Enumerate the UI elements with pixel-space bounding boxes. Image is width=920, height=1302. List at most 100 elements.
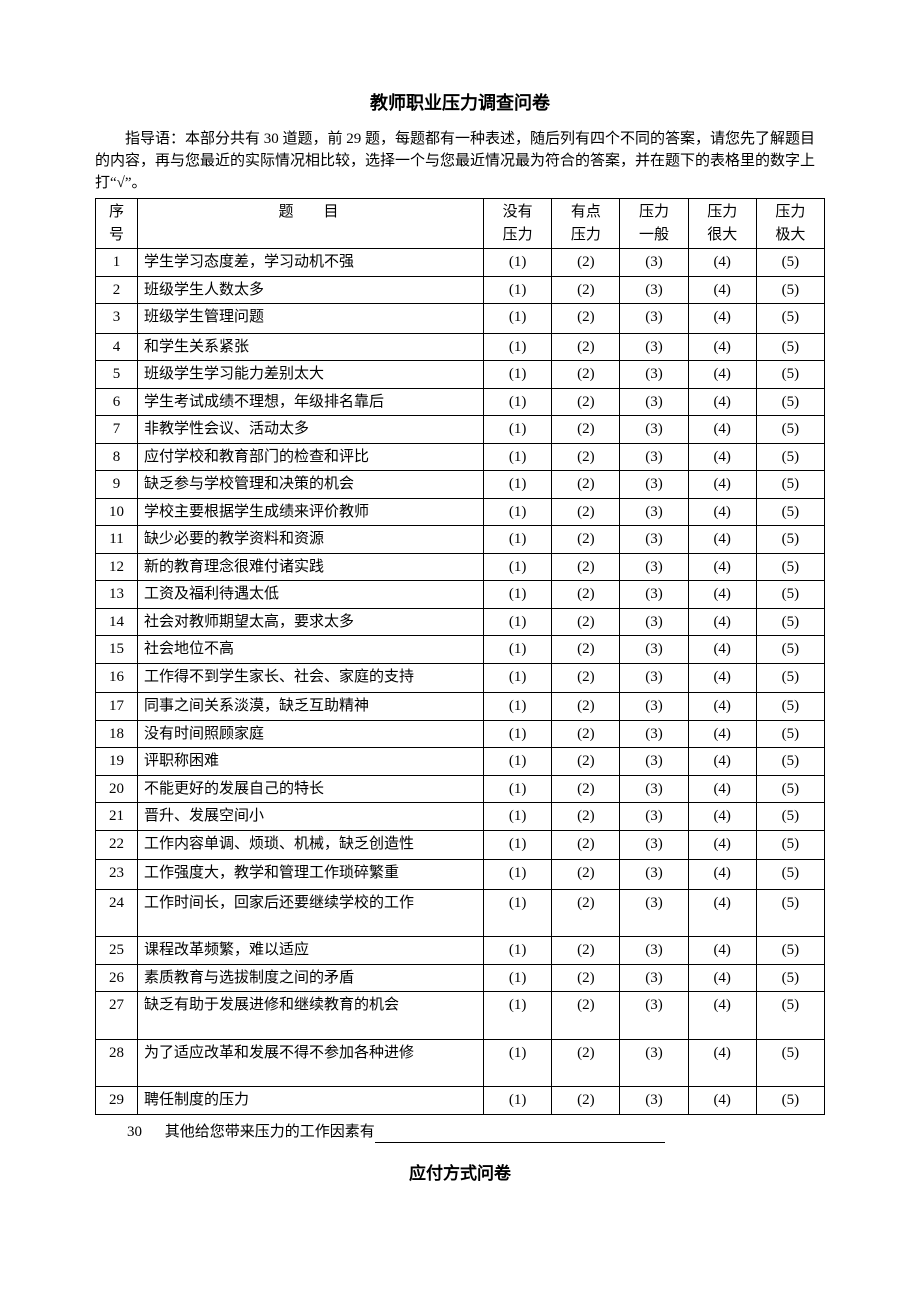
option-cell-opt5[interactable]: (5) xyxy=(756,443,824,471)
option-cell-opt1[interactable]: (1) xyxy=(484,526,552,554)
option-cell-opt1[interactable]: (1) xyxy=(484,249,552,277)
option-cell-opt1[interactable]: (1) xyxy=(484,498,552,526)
option-cell-opt2[interactable]: (2) xyxy=(552,803,620,831)
option-cell-opt3[interactable]: (3) xyxy=(620,361,688,389)
option-cell-opt3[interactable]: (3) xyxy=(620,830,688,860)
option-cell-opt5[interactable]: (5) xyxy=(756,333,824,361)
option-cell-opt4[interactable]: (4) xyxy=(688,937,756,965)
option-cell-opt3[interactable]: (3) xyxy=(620,748,688,776)
option-cell-opt5[interactable]: (5) xyxy=(756,276,824,304)
option-cell-opt4[interactable]: (4) xyxy=(688,748,756,776)
option-cell-opt1[interactable]: (1) xyxy=(484,889,552,937)
option-cell-opt1[interactable]: (1) xyxy=(484,553,552,581)
option-cell-opt3[interactable]: (3) xyxy=(620,333,688,361)
option-cell-opt5[interactable]: (5) xyxy=(756,964,824,992)
option-cell-opt5[interactable]: (5) xyxy=(756,803,824,831)
option-cell-opt1[interactable]: (1) xyxy=(484,333,552,361)
open-question-blank[interactable] xyxy=(375,1142,665,1143)
option-cell-opt3[interactable]: (3) xyxy=(620,803,688,831)
option-cell-opt5[interactable]: (5) xyxy=(756,720,824,748)
option-cell-opt1[interactable]: (1) xyxy=(484,388,552,416)
option-cell-opt4[interactable]: (4) xyxy=(688,361,756,389)
option-cell-opt1[interactable]: (1) xyxy=(484,663,552,693)
option-cell-opt4[interactable]: (4) xyxy=(688,276,756,304)
option-cell-opt3[interactable]: (3) xyxy=(620,388,688,416)
option-cell-opt2[interactable]: (2) xyxy=(552,720,620,748)
option-cell-opt2[interactable]: (2) xyxy=(552,1039,620,1087)
option-cell-opt4[interactable]: (4) xyxy=(688,1039,756,1087)
option-cell-opt3[interactable]: (3) xyxy=(620,636,688,664)
option-cell-opt2[interactable]: (2) xyxy=(552,553,620,581)
option-cell-opt1[interactable]: (1) xyxy=(484,937,552,965)
option-cell-opt4[interactable]: (4) xyxy=(688,443,756,471)
option-cell-opt1[interactable]: (1) xyxy=(484,416,552,444)
option-cell-opt1[interactable]: (1) xyxy=(484,1087,552,1115)
option-cell-opt5[interactable]: (5) xyxy=(756,304,824,334)
option-cell-opt1[interactable]: (1) xyxy=(484,361,552,389)
option-cell-opt2[interactable]: (2) xyxy=(552,964,620,992)
option-cell-opt4[interactable]: (4) xyxy=(688,889,756,937)
option-cell-opt4[interactable]: (4) xyxy=(688,860,756,890)
option-cell-opt2[interactable]: (2) xyxy=(552,276,620,304)
option-cell-opt3[interactable]: (3) xyxy=(620,249,688,277)
option-cell-opt1[interactable]: (1) xyxy=(484,636,552,664)
option-cell-opt2[interactable]: (2) xyxy=(552,860,620,890)
option-cell-opt4[interactable]: (4) xyxy=(688,304,756,334)
option-cell-opt5[interactable]: (5) xyxy=(756,416,824,444)
option-cell-opt4[interactable]: (4) xyxy=(688,498,756,526)
option-cell-opt5[interactable]: (5) xyxy=(756,608,824,636)
option-cell-opt2[interactable]: (2) xyxy=(552,498,620,526)
option-cell-opt1[interactable]: (1) xyxy=(484,964,552,992)
option-cell-opt4[interactable]: (4) xyxy=(688,720,756,748)
option-cell-opt5[interactable]: (5) xyxy=(756,992,824,1040)
option-cell-opt4[interactable]: (4) xyxy=(688,803,756,831)
option-cell-opt1[interactable]: (1) xyxy=(484,992,552,1040)
option-cell-opt5[interactable]: (5) xyxy=(756,937,824,965)
option-cell-opt4[interactable]: (4) xyxy=(688,581,756,609)
option-cell-opt2[interactable]: (2) xyxy=(552,937,620,965)
option-cell-opt4[interactable]: (4) xyxy=(688,693,756,721)
option-cell-opt4[interactable]: (4) xyxy=(688,663,756,693)
option-cell-opt2[interactable]: (2) xyxy=(552,693,620,721)
option-cell-opt2[interactable]: (2) xyxy=(552,443,620,471)
option-cell-opt3[interactable]: (3) xyxy=(620,608,688,636)
option-cell-opt1[interactable]: (1) xyxy=(484,720,552,748)
option-cell-opt1[interactable]: (1) xyxy=(484,748,552,776)
option-cell-opt1[interactable]: (1) xyxy=(484,608,552,636)
option-cell-opt3[interactable]: (3) xyxy=(620,416,688,444)
option-cell-opt4[interactable]: (4) xyxy=(688,636,756,664)
option-cell-opt5[interactable]: (5) xyxy=(756,1039,824,1087)
option-cell-opt4[interactable]: (4) xyxy=(688,526,756,554)
option-cell-opt1[interactable]: (1) xyxy=(484,443,552,471)
option-cell-opt1[interactable]: (1) xyxy=(484,860,552,890)
option-cell-opt2[interactable]: (2) xyxy=(552,581,620,609)
option-cell-opt2[interactable]: (2) xyxy=(552,333,620,361)
option-cell-opt5[interactable]: (5) xyxy=(756,388,824,416)
option-cell-opt5[interactable]: (5) xyxy=(756,581,824,609)
option-cell-opt5[interactable]: (5) xyxy=(756,361,824,389)
option-cell-opt3[interactable]: (3) xyxy=(620,693,688,721)
option-cell-opt4[interactable]: (4) xyxy=(688,992,756,1040)
option-cell-opt5[interactable]: (5) xyxy=(756,693,824,721)
option-cell-opt5[interactable]: (5) xyxy=(756,498,824,526)
option-cell-opt2[interactable]: (2) xyxy=(552,748,620,776)
option-cell-opt2[interactable]: (2) xyxy=(552,663,620,693)
option-cell-opt4[interactable]: (4) xyxy=(688,775,756,803)
option-cell-opt3[interactable]: (3) xyxy=(620,443,688,471)
option-cell-opt1[interactable]: (1) xyxy=(484,830,552,860)
option-cell-opt5[interactable]: (5) xyxy=(756,860,824,890)
option-cell-opt3[interactable]: (3) xyxy=(620,498,688,526)
option-cell-opt3[interactable]: (3) xyxy=(620,663,688,693)
option-cell-opt4[interactable]: (4) xyxy=(688,416,756,444)
option-cell-opt3[interactable]: (3) xyxy=(620,964,688,992)
option-cell-opt5[interactable]: (5) xyxy=(756,249,824,277)
option-cell-opt1[interactable]: (1) xyxy=(484,693,552,721)
option-cell-opt4[interactable]: (4) xyxy=(688,1087,756,1115)
option-cell-opt2[interactable]: (2) xyxy=(552,249,620,277)
option-cell-opt5[interactable]: (5) xyxy=(756,471,824,499)
option-cell-opt4[interactable]: (4) xyxy=(688,608,756,636)
option-cell-opt5[interactable]: (5) xyxy=(756,775,824,803)
option-cell-opt4[interactable]: (4) xyxy=(688,964,756,992)
option-cell-opt1[interactable]: (1) xyxy=(484,471,552,499)
option-cell-opt5[interactable]: (5) xyxy=(756,526,824,554)
